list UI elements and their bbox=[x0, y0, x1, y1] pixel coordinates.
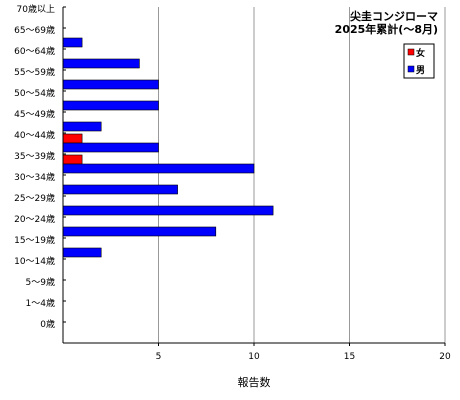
legend-swatch-female bbox=[407, 48, 415, 56]
y-tick-label: 60～64歳 bbox=[14, 45, 55, 57]
legend-swatch-male bbox=[407, 65, 415, 73]
chart-title-line-2: 2025年累計(～8月) bbox=[335, 22, 438, 36]
y-tick-label: 50～54歳 bbox=[14, 87, 55, 99]
y-tick-label: 1～4歳 bbox=[26, 297, 55, 309]
x-axis-label: 報告数 bbox=[238, 376, 271, 389]
legend-label-female: 女 bbox=[416, 47, 425, 59]
bar-male bbox=[62, 100, 159, 111]
x-tick-label: 20 bbox=[439, 352, 451, 362]
x-tick-labels: 5 10 15 20 bbox=[156, 352, 451, 362]
axes bbox=[62, 6, 446, 346]
bar-male bbox=[62, 121, 102, 132]
y-tick-label: 0歳 bbox=[40, 318, 55, 330]
x-tick-label: 15 bbox=[344, 352, 355, 362]
y-tick-label: 70歳以上 bbox=[17, 3, 55, 15]
chart-title-line-1: 尖圭コンジローマ bbox=[350, 9, 438, 23]
legend-label-male: 男 bbox=[416, 65, 425, 76]
bar-female bbox=[62, 154, 83, 165]
bar-male bbox=[62, 163, 255, 174]
bar-male bbox=[62, 79, 159, 90]
y-tick-label: 15～19歳 bbox=[14, 234, 55, 246]
bar-male bbox=[62, 184, 178, 195]
gridlines bbox=[158, 7, 446, 343]
y-tick-label: 55～59歳 bbox=[14, 66, 55, 78]
y-tick-label: 45～49歳 bbox=[14, 108, 55, 120]
bars bbox=[62, 37, 274, 258]
bar-male bbox=[62, 58, 140, 69]
bar-male bbox=[62, 142, 159, 153]
bar-male bbox=[62, 247, 102, 258]
bar-male bbox=[62, 205, 274, 216]
y-tick-labels: 0歳 1～4歳 5～9歳 10～14歳 15～19歳 20～24歳 25～29歳 30～34歳… bbox=[14, 3, 55, 330]
bar-female bbox=[62, 133, 83, 144]
y-tick-label: 25～29歳 bbox=[14, 192, 55, 204]
y-tick-label: 30～34歳 bbox=[14, 171, 55, 183]
y-tick-label: 10～14歳 bbox=[14, 255, 55, 267]
y-tick-label: 35～39歳 bbox=[14, 150, 55, 162]
x-tick-label: 5 bbox=[156, 352, 162, 362]
legend: 女 男 bbox=[403, 43, 435, 79]
bar-male bbox=[62, 226, 217, 237]
y-tick-label: 65～69歳 bbox=[14, 24, 55, 36]
bar-male bbox=[62, 37, 83, 48]
x-tick-label: 10 bbox=[248, 352, 260, 362]
y-tick-label: 5～9歳 bbox=[26, 276, 55, 288]
y-tick-label: 40～44歳 bbox=[14, 129, 55, 141]
y-tick-label: 20～24歳 bbox=[14, 213, 55, 225]
